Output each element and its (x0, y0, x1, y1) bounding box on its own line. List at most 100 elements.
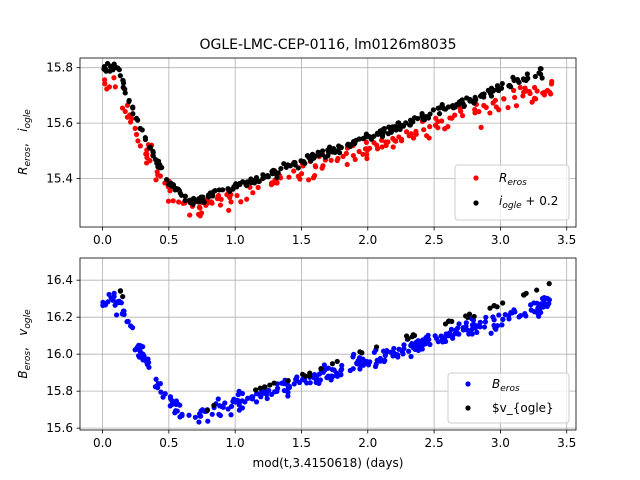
top-point-s1-11 (537, 66, 543, 72)
bottom-point-s0-231 (124, 319, 130, 325)
bottom-point-s0-347 (401, 345, 407, 352)
top-point-s0-12 (379, 144, 385, 150)
top-point-s1-111 (201, 199, 207, 205)
bottom-ytick-label-3: 16.2 (46, 310, 73, 324)
top-ylabel: Reros, iogle (16, 109, 33, 175)
bottom-axes-frame (79, 257, 577, 431)
bottom-point-s0-264 (110, 297, 116, 303)
top-point-s1-37 (182, 197, 188, 204)
top-legend-label-0: Reros (499, 171, 527, 188)
top-point-s0-106 (390, 144, 396, 150)
bottom-xtick-label-7: 3.5 (557, 436, 576, 450)
bottom-point-s0-316 (541, 294, 547, 301)
bottom-ytick-label-4: 16.4 (46, 273, 73, 287)
bottom-point-s0-249 (236, 402, 242, 408)
bottom-point-s1-26 (409, 334, 415, 340)
top-point-s1-153 (507, 82, 513, 89)
top-point-s0-49 (154, 169, 160, 175)
bottom-point-s0-334 (173, 408, 179, 414)
bottom-ylabel: Beros, vogle (16, 309, 33, 379)
bottom-point-s0-114 (350, 366, 356, 372)
bottom-xtick-label-4: 2.0 (358, 436, 377, 450)
top-axes-frame (79, 57, 577, 228)
bottom-point-s0-273 (168, 396, 174, 402)
bottom-point-s0-298 (136, 354, 143, 360)
top-point-s0-190 (157, 173, 163, 179)
top-point-s1-147 (253, 174, 260, 181)
top-point-s0-145 (364, 151, 370, 158)
bottom-point-s0-335 (360, 356, 366, 362)
top-legend-marker-1 (473, 200, 479, 206)
bottom-xtick-label-5: 2.5 (425, 436, 444, 450)
bottom-point-s1-44 (334, 358, 340, 365)
bottom-point-s0-276 (413, 343, 419, 349)
bottom-point-s0-285 (432, 333, 438, 339)
top-point-s1-177 (225, 186, 231, 192)
top-point-s0-34 (286, 174, 292, 180)
top-point-s1-256 (115, 65, 121, 71)
bottom-point-s0-260 (383, 350, 389, 356)
bottom-point-s0-314 (546, 297, 553, 303)
bottom-point-s0-340 (155, 381, 161, 387)
bottom-ticks: 0.0 0.5 1.0 1.5 2.0 2.5 3.0 3.5 15.6 15.8 16.0 16.2… (46, 273, 576, 450)
top-xtick-label-0: 0.0 (93, 233, 112, 247)
bottom-point-s0-342 (235, 392, 241, 398)
bottom-point-s0-349 (137, 343, 144, 349)
top-point-s1-283 (285, 162, 291, 168)
bottom-point-s1-4 (318, 366, 324, 372)
bottom-point-s0-193 (506, 316, 512, 322)
top-point-s0-189 (356, 148, 362, 155)
top-point-s1-195 (436, 111, 443, 117)
top-point-s1-265 (190, 201, 196, 207)
bottom-point-s0-323 (263, 391, 270, 397)
top-point-s0-176 (458, 108, 464, 114)
bottom-point-s0-152 (279, 380, 285, 386)
top-point-s1-266 (146, 145, 153, 151)
bottom-point-s0-326 (499, 322, 505, 328)
top-point-s0-139 (549, 78, 555, 85)
bottom-point-s1-18 (204, 407, 210, 413)
top-point-s1-131 (459, 97, 465, 103)
top-point-s1-286 (536, 70, 542, 76)
top-point-s0-123 (295, 173, 301, 179)
bottom-point-s1-23 (329, 361, 336, 367)
bottom-point-s1-33 (494, 304, 500, 310)
top-point-s0-116 (517, 84, 523, 91)
bottom-point-s0-343 (167, 403, 173, 409)
bottom-point-s0-310 (296, 379, 303, 386)
top-point-s0-62 (512, 94, 518, 101)
top-point-s1-42 (178, 192, 185, 198)
bottom-point-s0-227 (205, 418, 211, 424)
top-point-s0-121 (137, 143, 143, 149)
bottom-point-s0-196 (491, 317, 497, 323)
bottom-point-s1-20 (285, 378, 291, 384)
top-point-s0-101 (442, 126, 448, 132)
bottom-legend-marker-1 (465, 405, 471, 411)
top-panel: 0.0 0.5 1.0 1.5 2.0 2.5 3.0 3.5 15.4 15.6 15.8 Rer… (16, 57, 577, 247)
top-point-s0-187 (197, 205, 203, 211)
top-point-s1-278 (371, 133, 377, 139)
bottom-point-s0-35 (339, 362, 345, 369)
top-point-s1-251 (153, 157, 159, 163)
top-ytick-label-2: 15.8 (46, 61, 73, 75)
top-point-s0-76 (187, 212, 193, 218)
bottom-point-s1-0 (120, 293, 126, 300)
top-legend-marker-0 (473, 175, 479, 181)
bottom-point-s0-306 (471, 323, 477, 330)
bottom-point-s1-22 (211, 402, 217, 408)
top-point-s0-136 (398, 138, 405, 144)
top-point-s1-297 (205, 192, 212, 198)
bottom-point-s0-257 (250, 394, 256, 400)
top-point-s1-295 (234, 184, 240, 190)
bottom-point-s0-299 (179, 413, 185, 419)
top-point-s1-277 (393, 127, 399, 133)
top-point-s0-53 (328, 157, 334, 163)
bottom-point-s0-309 (355, 358, 361, 364)
top-point-s0-30 (135, 138, 141, 144)
top-point-s0-94 (319, 165, 325, 171)
top-point-s0-88 (226, 207, 232, 213)
bottom-point-s0-105 (209, 411, 215, 417)
top-point-s1-298 (270, 167, 276, 173)
top-point-s0-58 (101, 77, 108, 83)
bottom-point-s0-54 (391, 345, 397, 352)
